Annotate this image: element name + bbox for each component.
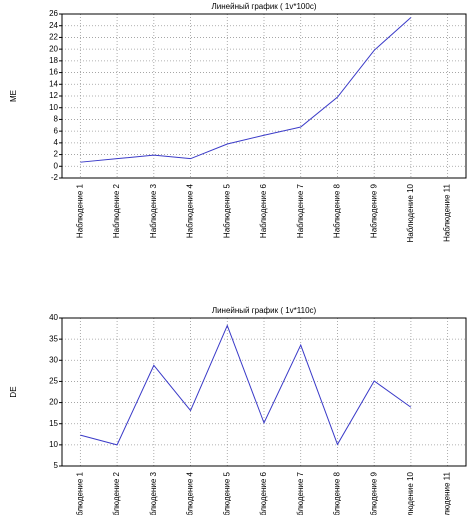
- y-axis-label: DE: [9, 386, 18, 397]
- y-tick-label: 0: [54, 161, 59, 170]
- x-tick-label: Наблюдение 6: [259, 183, 268, 238]
- x-tick-label: Наблюдение 4: [186, 471, 195, 515]
- x-tick-label: Наблюдение 9: [369, 471, 378, 515]
- y-tick-label: 30: [49, 355, 58, 364]
- x-tick-label: Наблюдение 8: [333, 183, 342, 238]
- y-tick-label: 26: [49, 9, 58, 18]
- x-tick-label: Наблюдение 10: [406, 183, 415, 242]
- x-tick-label: Наблюдение 2: [112, 471, 121, 515]
- y-tick-label: 20: [49, 44, 58, 53]
- x-tick-label: Наблюдение 4: [186, 183, 195, 238]
- x-tick-label: Наблюдение 7: [296, 183, 305, 238]
- plot-frame: [61, 317, 467, 467]
- y-tick-label: 5: [54, 461, 59, 470]
- x-tick-label: Наблюдение 2: [112, 183, 121, 238]
- data-line: [80, 324, 412, 446]
- y-axis-label: ME: [9, 90, 18, 102]
- y-tick-label: 14: [49, 79, 58, 88]
- x-tick-label: Наблюдение 3: [149, 183, 158, 238]
- x-tick-label: Наблюдение 7: [296, 471, 305, 515]
- y-tick-label: 40: [49, 313, 58, 322]
- x-tick-label: Наблюдение 5: [222, 471, 231, 515]
- y-tick-label: 6: [54, 126, 59, 135]
- y-tick-label: 2: [54, 150, 59, 159]
- x-tick-label: Наблюдение 11: [443, 183, 452, 241]
- x-tick-label: Наблюдение 11: [443, 471, 452, 515]
- y-tick-label: 12: [49, 91, 58, 100]
- x-tick-label: Наблюдение 6: [259, 471, 268, 515]
- y-tick-label: 20: [49, 398, 58, 407]
- x-tick-label: Наблюдение 5: [222, 183, 231, 238]
- y-tick-label: 8: [54, 115, 59, 124]
- chart-title: Линейный график ( 1v*110c): [212, 306, 317, 315]
- y-tick-label: 16: [49, 68, 58, 77]
- y-tick-label: 35: [49, 334, 58, 343]
- x-tick-label: Наблюдение 9: [369, 183, 378, 238]
- x-tick-label: Наблюдение 1: [75, 471, 84, 515]
- y-tick-label: 22: [49, 33, 58, 42]
- y-tick-label: 4: [54, 138, 59, 147]
- data-line: [80, 17, 412, 163]
- x-tick-label: Наблюдение 1: [75, 183, 84, 238]
- y-tick-label: 10: [49, 440, 58, 449]
- chart-title: Линейный график ( 1v*100c): [212, 2, 317, 11]
- y-tick-label: -2: [51, 173, 59, 182]
- plot-frame: [61, 13, 467, 179]
- y-tick-label: 25: [49, 377, 58, 386]
- x-tick-label: Наблюдение 10: [406, 471, 415, 515]
- y-tick-label: 10: [49, 103, 58, 112]
- x-tick-label: Наблюдение 3: [149, 471, 158, 515]
- y-tick-label: 18: [49, 56, 58, 65]
- y-tick-label: 15: [49, 419, 58, 428]
- y-tick-label: 24: [49, 21, 58, 30]
- x-tick-label: Наблюдение 8: [333, 471, 342, 515]
